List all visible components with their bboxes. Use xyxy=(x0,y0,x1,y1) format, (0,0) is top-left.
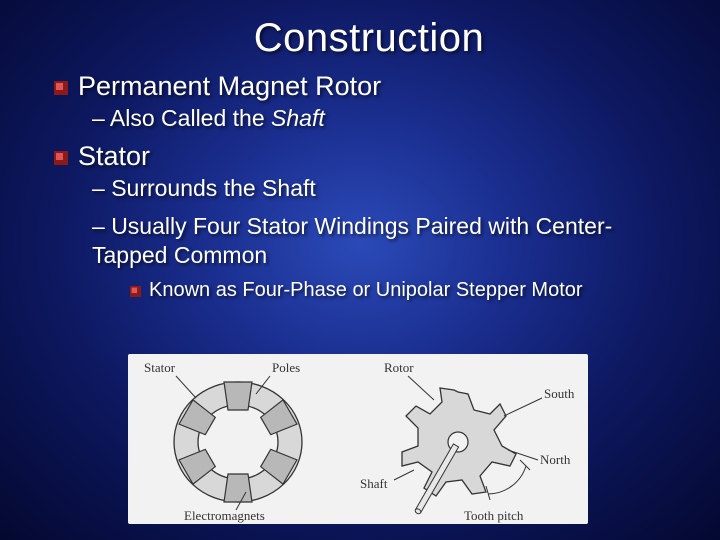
label-poles: Poles xyxy=(272,360,300,375)
label-shaft: Shaft xyxy=(360,476,388,491)
construction-figure: Stator Poles Electromagnets xyxy=(128,354,588,524)
bullet-level2: – Also Called the Shaft xyxy=(92,104,684,133)
bullet-text: Permanent Magnet Rotor xyxy=(78,71,381,102)
rotor-diagram xyxy=(394,376,542,515)
bullet-level1: Stator xyxy=(54,141,684,172)
bullet-level2: – Usually Four Stator Windings Paired wi… xyxy=(92,212,684,271)
dash: – xyxy=(92,105,105,131)
bullet-level1: Permanent Magnet Rotor xyxy=(54,71,684,102)
bullet-level2: – Surrounds the Shaft xyxy=(92,174,684,203)
label-tooth-pitch: Tooth pitch xyxy=(464,508,524,523)
bullet-text-italic: Shaft xyxy=(271,105,325,131)
bullet-text: Usually Four Stator Windings Paired with… xyxy=(92,213,612,268)
label-stator: Stator xyxy=(144,360,176,375)
bullet-text: Also Called the xyxy=(110,105,271,131)
bullet-text: Surrounds the Shaft xyxy=(111,175,316,201)
square-bullet-icon xyxy=(54,81,68,95)
label-electromagnets: Electromagnets xyxy=(184,508,265,523)
label-rotor: Rotor xyxy=(384,360,414,375)
slide-title: Construction xyxy=(54,16,684,61)
square-bullet-icon xyxy=(54,151,68,165)
bullet-text: Known as Four-Phase or Unipolar Stepper … xyxy=(149,279,583,302)
stator-diagram xyxy=(174,376,302,502)
dash: – xyxy=(92,175,105,201)
dash: – xyxy=(92,213,105,239)
label-south: South xyxy=(544,386,575,401)
bullet-level3: Known as Four-Phase or Unipolar Stepper … xyxy=(130,279,684,302)
bullet-text: Stator xyxy=(78,141,150,172)
figure-svg: Stator Poles Electromagnets xyxy=(128,354,588,524)
square-bullet-icon xyxy=(130,286,141,297)
label-north: North xyxy=(540,452,571,467)
slide: Construction Permanent Magnet Rotor – Al… xyxy=(0,0,720,540)
